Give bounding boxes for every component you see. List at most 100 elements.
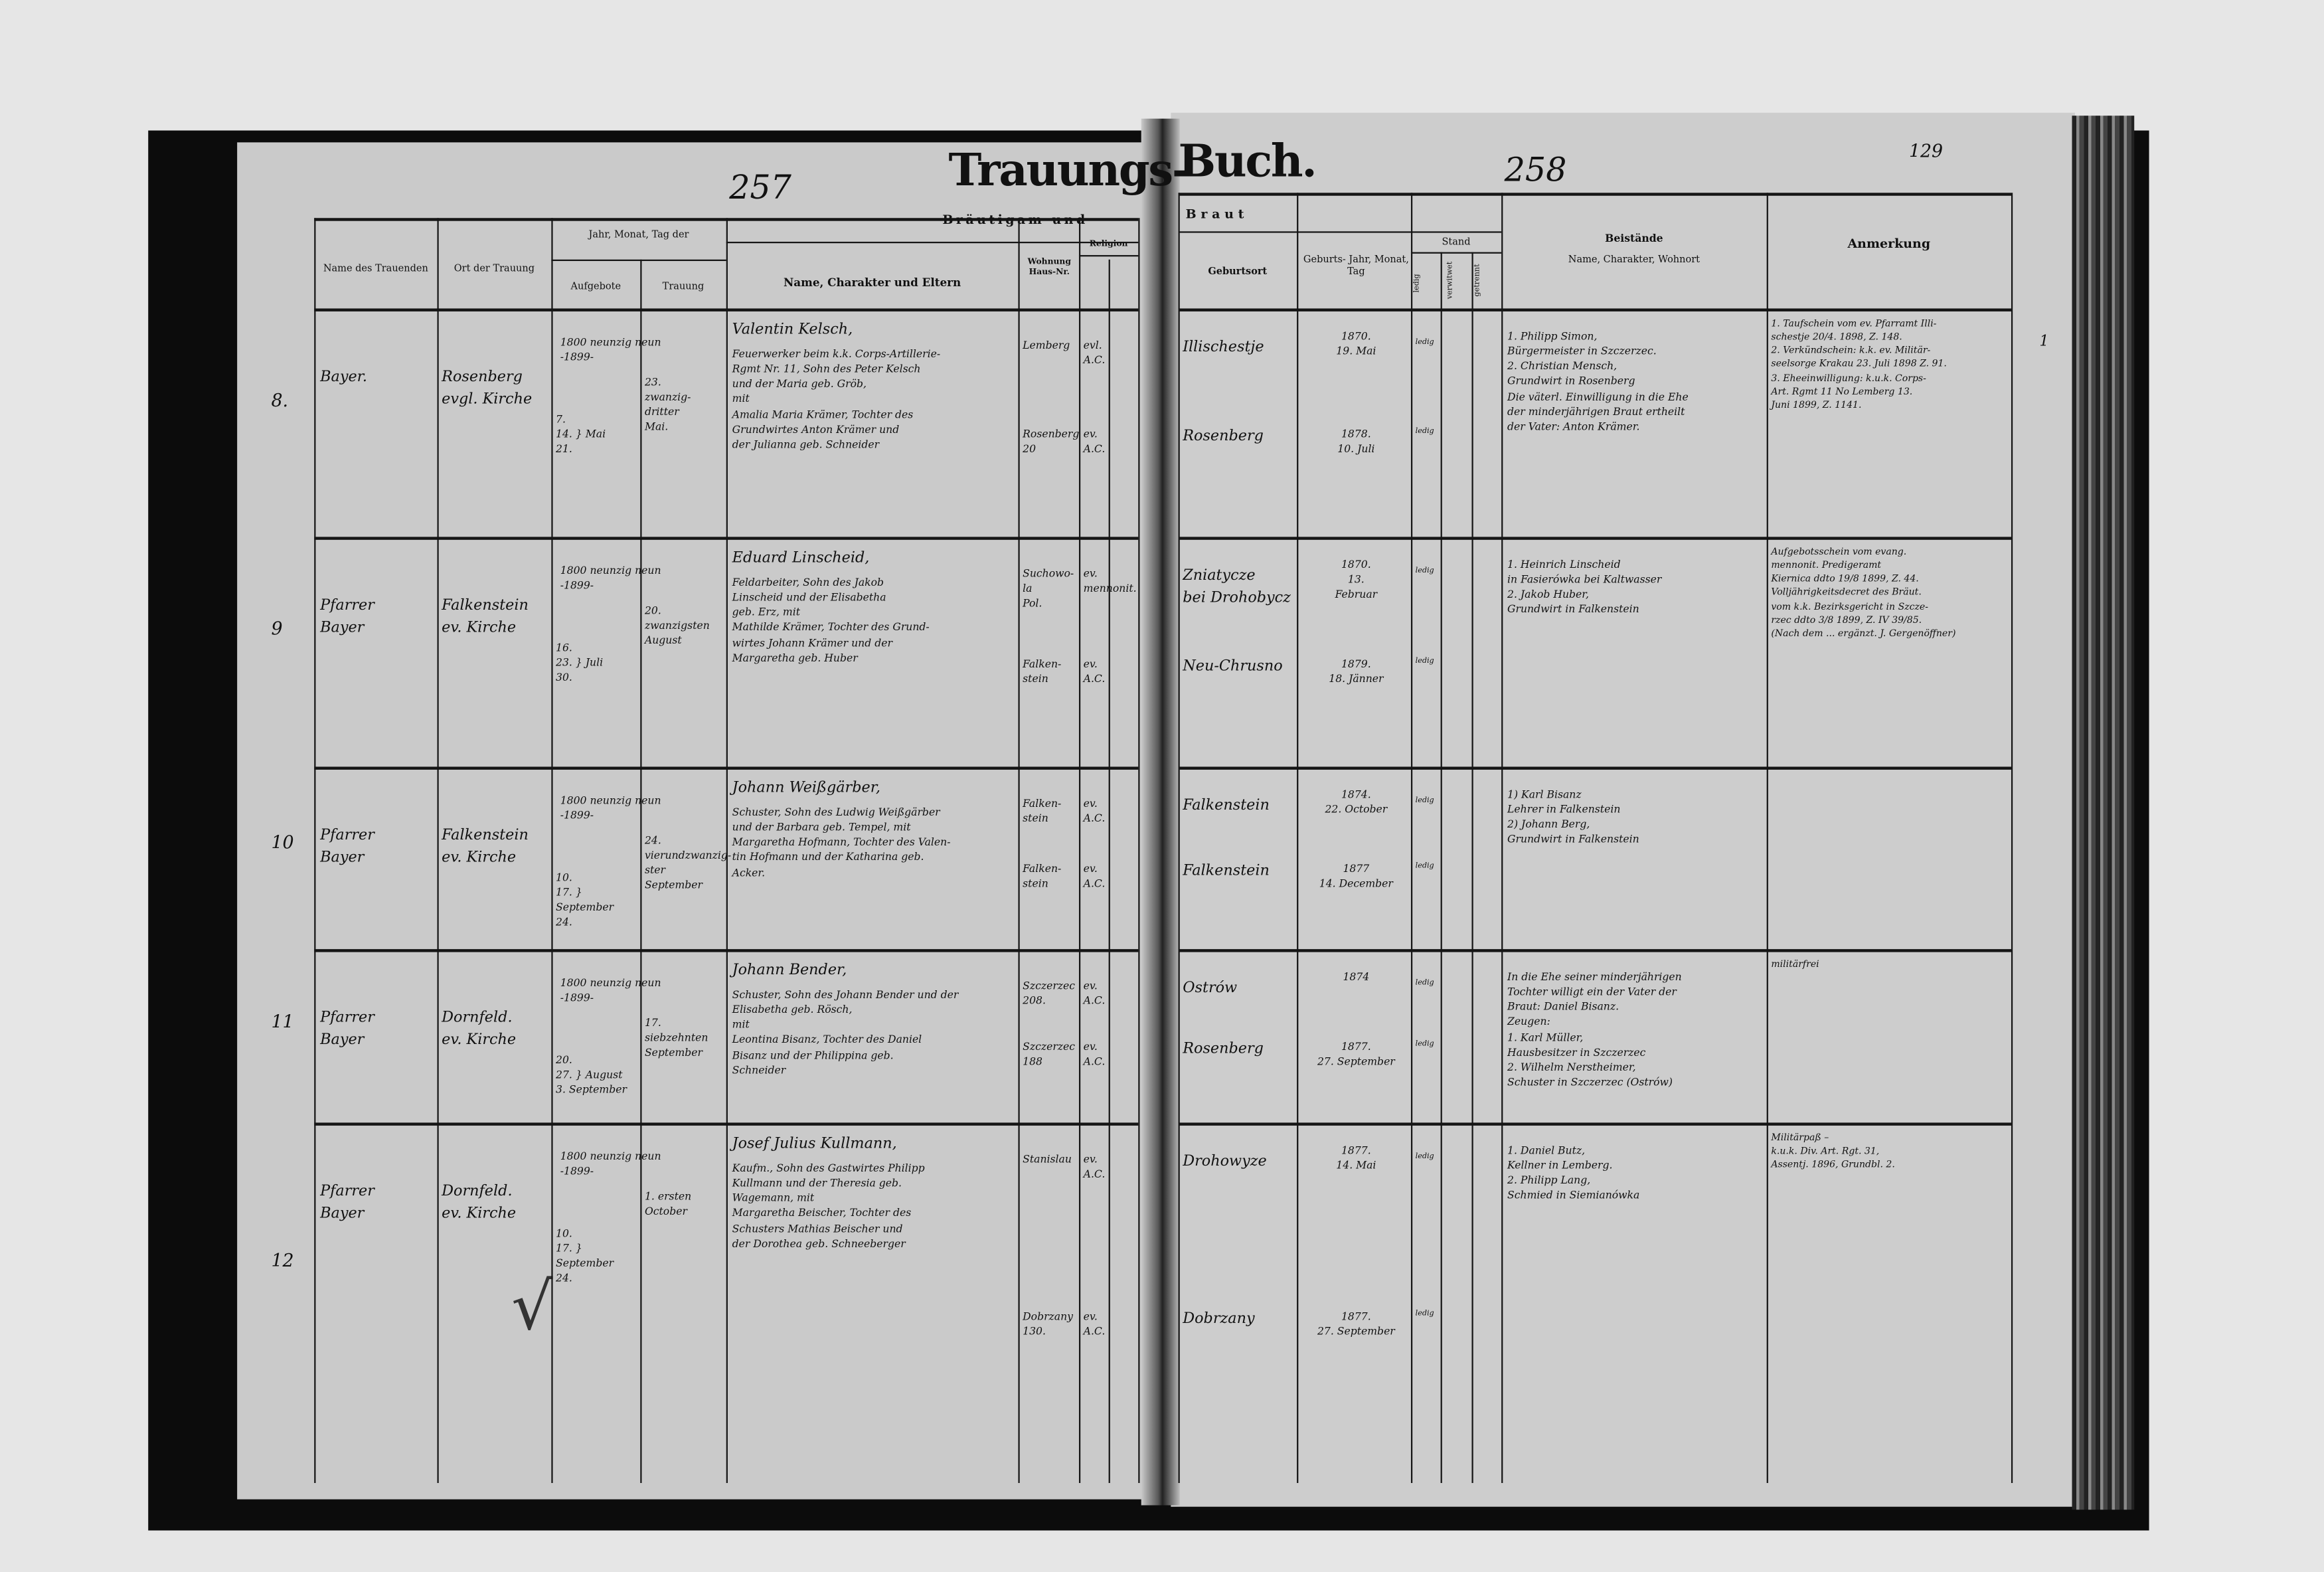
row-rule xyxy=(314,537,1139,540)
wedding-date: 24. vierundzwanzig- ster September xyxy=(644,835,732,892)
groom-bride-details: Feldarbeiter, Sohn des Jakob Linscheid u… xyxy=(732,576,930,664)
col-banns: Aufgebote xyxy=(570,280,622,292)
bride-residence: Szczerzec 188 xyxy=(1023,1041,1076,1069)
rule xyxy=(1178,193,2011,196)
rule xyxy=(726,241,1139,244)
column-rule xyxy=(1501,193,1503,1483)
column-rule xyxy=(314,218,316,1484)
column-rule xyxy=(1178,193,1180,1483)
bride-religion: ev. A.C. xyxy=(1083,1310,1106,1338)
witnesses: 1. Philipp Simon, Bürgermeister in Szcze… xyxy=(1507,330,1689,433)
groom-bride-details: Kaufm., Sohn des Gastwirtes Philipp Kull… xyxy=(732,1162,925,1250)
column-rule xyxy=(726,218,728,1484)
bride-religion: ev. A.C. xyxy=(1083,863,1106,891)
witnesses: 1) Karl Bisanz Lehrer in Falkenstein 2) … xyxy=(1507,788,1639,846)
groom-status-single: ledig xyxy=(1415,567,1434,576)
rule xyxy=(551,259,726,262)
banns-dates: 20. 27. } August 3. September xyxy=(556,1054,627,1096)
wedding-place: Falkenstein ev. Kirche xyxy=(442,597,529,636)
col-place: Ort der Trauung xyxy=(454,262,535,275)
witnesses: 1. Daniel Butz, Kellner in Lemberg. 2. P… xyxy=(1507,1144,1640,1202)
title-left: Trauungs- xyxy=(948,145,1191,197)
entry-number: 9 xyxy=(271,618,283,640)
groom-status-single: ledig xyxy=(1415,978,1434,988)
bride-religion: ev. A.C. xyxy=(1083,428,1106,456)
left-page xyxy=(237,142,1168,1500)
remarks: 1. Taufschein vom ev. Pfarramt Illi- sch… xyxy=(1771,319,1947,410)
wedding-date: 17. siebzehnten September xyxy=(644,1017,708,1059)
bride-birth-date: 1877. 27. September xyxy=(1317,1310,1395,1338)
entry-number: 10 xyxy=(271,831,294,853)
col-widowed: verwitwet xyxy=(1446,261,1455,300)
groom-residence: Szczerzec 208. xyxy=(1023,980,1076,1007)
banns-dates: 16. 23. } Juli 30. xyxy=(556,642,604,685)
bride-religion: ev. A.C. xyxy=(1083,1041,1106,1069)
groom-name: Eduard Linscheid, xyxy=(732,550,870,567)
wedding-year: 1800 neunzig neun -1899- xyxy=(560,977,661,1005)
rule xyxy=(1410,252,1502,254)
groom-religion: ev. A.C. xyxy=(1083,798,1106,825)
bride-residence: Dobrzany 130. xyxy=(1023,1310,1074,1338)
col-officiant: Name des Trauenden xyxy=(323,262,428,275)
col-birthplace: Geburtsort xyxy=(1208,265,1268,278)
groom-residence: Lemberg xyxy=(1023,339,1070,352)
groom-bride-details: Feuerwerker beim k.k. Corps-Artillerie- … xyxy=(732,348,941,451)
bride-birth-date: 1879. 18. Jänner xyxy=(1329,658,1384,685)
bride-birthplace: Falkenstein xyxy=(1183,863,1270,880)
bride-status-single: ledig xyxy=(1415,427,1434,436)
remarks: militärfrei xyxy=(1771,959,1819,970)
wedding-year: 1800 neunzig neun -1899- xyxy=(560,1150,661,1178)
bride-status-single: ledig xyxy=(1415,1309,1434,1319)
column-rule xyxy=(1138,218,1140,1484)
column-rule xyxy=(551,218,553,1484)
officiant-name: Pfarrer Bayer xyxy=(320,1183,374,1221)
left-page-number: 257 xyxy=(729,170,791,208)
wedding-date: 20. zwanzigsten August xyxy=(644,605,710,648)
groom-birth-date: 1870. 13. Februar xyxy=(1335,559,1378,601)
check-mark: √ xyxy=(511,1269,553,1346)
groom-birth-date: 1874. 22. October xyxy=(1325,788,1388,816)
col-birth: Geburts- Jahr, Monat, Tag xyxy=(1303,253,1409,278)
wedding-place: Falkenstein ev. Kirche xyxy=(442,828,529,865)
remarks: Militärpaß – k.u.k. Div. Art. Rgt. 31, A… xyxy=(1771,1133,1895,1171)
groom-name: Valentin Kelsch, xyxy=(732,321,853,339)
groom-bride-details: Schuster, Sohn des Ludwig Weißgärber und… xyxy=(732,806,951,879)
column-rule xyxy=(1108,259,1110,1483)
col-residence: Wohnung Haus-Nr. xyxy=(1027,258,1071,277)
witnesses: 1. Heinrich Linscheid in Fasierówka bei … xyxy=(1507,559,1662,616)
entry-number: 12 xyxy=(271,1250,294,1271)
bride-birth-date: 1877 14. December xyxy=(1319,863,1393,891)
column-rule xyxy=(1440,252,1442,1484)
col-wedding: Trauung xyxy=(662,280,705,292)
wedding-date: 1. ersten October xyxy=(644,1191,692,1218)
officiant-name: Bayer. xyxy=(320,369,368,386)
column-rule xyxy=(1078,218,1081,1484)
groom-birth-date: 1877. 14. Mai xyxy=(1336,1144,1376,1172)
row-rule xyxy=(1178,537,2011,540)
wedding-year: 1800 neunzig neun -1899- xyxy=(560,336,661,364)
row-rule xyxy=(314,766,1139,770)
groom-birthplace: Drohowyze xyxy=(1183,1154,1267,1170)
wedding-date: 23. zwanzig- dritter Mai. xyxy=(644,377,691,434)
row-rule xyxy=(314,308,1139,311)
bride-birthplace: Dobrzany xyxy=(1183,1310,1255,1328)
remarks: Aufgebotsschein vom evang. mennonit. Pre… xyxy=(1771,547,1956,639)
column-rule xyxy=(1297,193,1299,1483)
bride-status-single: ledig xyxy=(1415,861,1434,871)
column-rule xyxy=(1410,193,1413,1483)
groom-birth-date: 1874 xyxy=(1343,971,1370,984)
groom-residence: Stanislau xyxy=(1023,1154,1072,1166)
groom-bride-details: Schuster, Sohn des Johann Bender und der… xyxy=(732,989,959,1077)
bride-birth-date: 1877. 27. September xyxy=(1317,1041,1395,1069)
groom-residence: Suchowo- la Pol. xyxy=(1023,568,1074,610)
row-rule xyxy=(314,1122,1139,1126)
book-gutter xyxy=(1141,118,1180,1506)
groom-religion: ev. A.C. xyxy=(1083,980,1106,1007)
officiant-name: Pfarrer Bayer xyxy=(320,828,374,865)
rule xyxy=(1178,231,1502,233)
banns-dates: 10. 17. } September 24. xyxy=(556,872,614,929)
title-right: Buch. xyxy=(1178,136,1317,189)
col-groom-group: Bräutigam und xyxy=(889,214,1141,228)
wedding-place: Dornfeld. ev. Kirche xyxy=(442,1183,517,1221)
